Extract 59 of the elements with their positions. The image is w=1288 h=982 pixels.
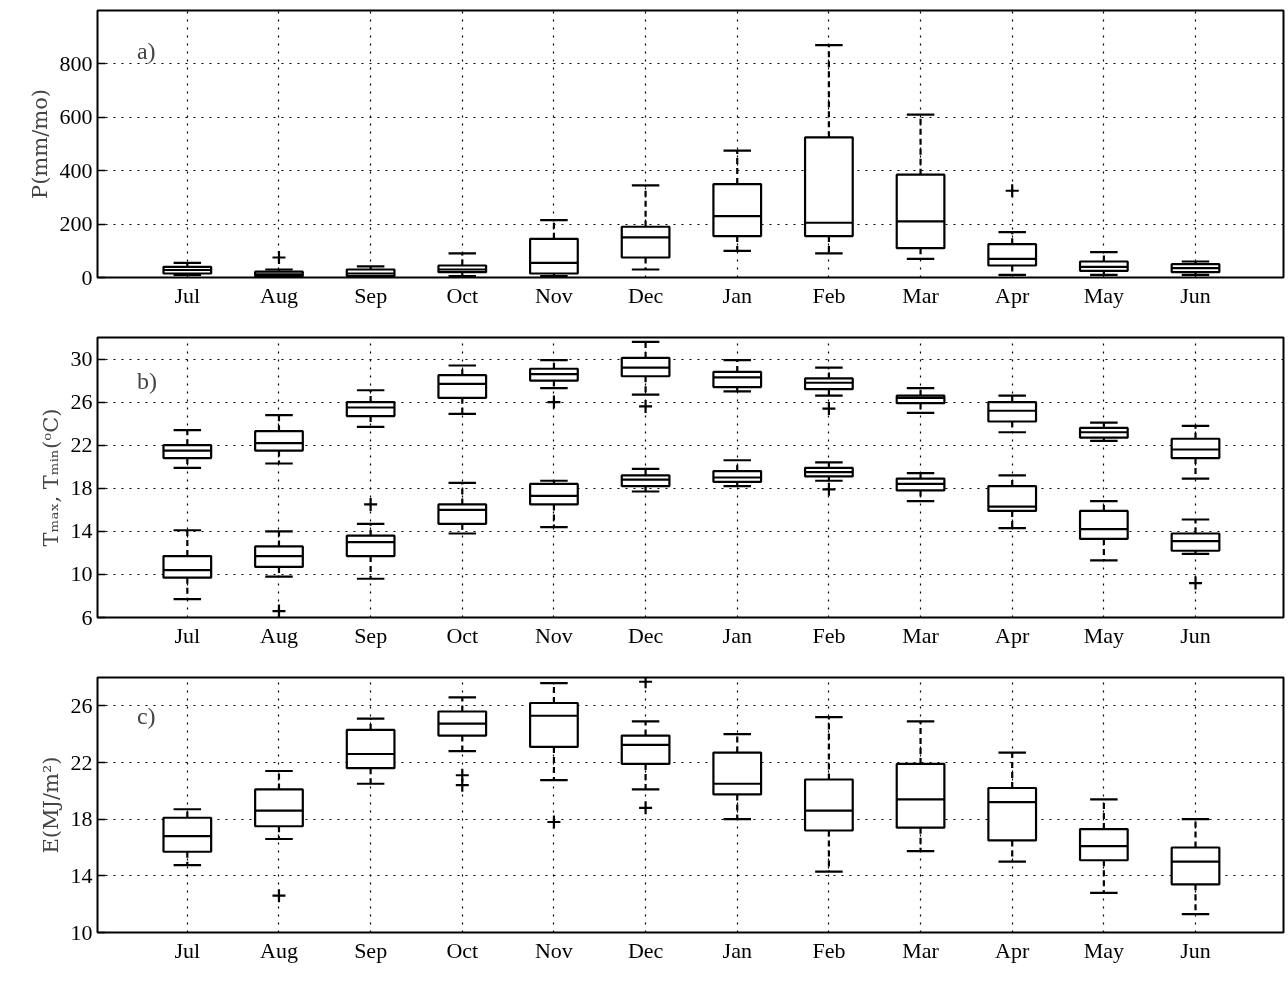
- y-tick-label: 18: [70, 806, 93, 832]
- y-tick-label: 22: [70, 432, 93, 458]
- annotation: c): [136, 702, 156, 729]
- y-tick-label: 30: [70, 346, 93, 372]
- y-tick-label: 14: [70, 518, 93, 544]
- x-tick-label: Dec: [627, 622, 664, 648]
- x-tick-label: Dec: [627, 282, 664, 308]
- x-tick-label: Sep: [354, 282, 388, 308]
- x-tick-label: Jun: [1180, 622, 1211, 648]
- x-tick-label: Oct: [446, 937, 479, 963]
- y-axis-title: E(MJ/m²): [38, 756, 63, 854]
- x-tick-label: Dec: [627, 937, 664, 963]
- x-tick-label: Jul: [174, 282, 201, 308]
- x-tick-label: Nov: [534, 282, 573, 308]
- y-tick-label: 26: [70, 389, 93, 415]
- y-tick-label: 18: [70, 475, 93, 501]
- y-tick-label: 400: [59, 157, 93, 183]
- x-tick-label: Aug: [260, 622, 298, 648]
- x-tick-label: May: [1083, 622, 1125, 648]
- y-tick-label: 6: [81, 604, 93, 630]
- x-tick-label: Apr: [995, 937, 1030, 963]
- x-tick-label: Feb: [812, 622, 846, 648]
- y-tick-label: 26: [70, 692, 93, 718]
- y-tick-label: 0: [81, 264, 93, 290]
- x-tick-label: Jan: [722, 282, 752, 308]
- y-tick-label: 22: [70, 749, 93, 775]
- y-tick-label: 600: [59, 104, 93, 130]
- y-axis-title: Tₘₐₓ, Tₘᵢₙ(ᵒC): [38, 408, 63, 547]
- x-tick-label: Oct: [446, 622, 479, 648]
- x-tick-label: Jan: [722, 937, 752, 963]
- x-tick-label: May: [1083, 937, 1125, 963]
- x-tick-label: Sep: [354, 937, 388, 963]
- x-tick-label: Aug: [260, 937, 298, 963]
- x-tick-label: Jan: [722, 622, 752, 648]
- x-tick-label: Mar: [902, 282, 940, 308]
- x-tick-label: Nov: [534, 622, 573, 648]
- annotation: a): [136, 37, 156, 64]
- x-tick-label: May: [1083, 282, 1125, 308]
- x-tick-label: Jun: [1180, 937, 1211, 963]
- x-tick-label: Oct: [446, 282, 479, 308]
- x-tick-label: Apr: [995, 622, 1030, 648]
- annotation: b): [136, 367, 157, 394]
- x-tick-label: Jul: [174, 622, 201, 648]
- x-tick-label: Apr: [995, 282, 1030, 308]
- y-tick-label: 14: [70, 862, 93, 888]
- x-tick-label: Mar: [902, 622, 940, 648]
- x-tick-label: Sep: [354, 622, 388, 648]
- x-tick-label: Nov: [534, 937, 573, 963]
- x-tick-label: Mar: [902, 937, 940, 963]
- x-tick-label: Feb: [812, 937, 846, 963]
- y-axis-title: P(mm/mo): [27, 89, 52, 199]
- y-tick-label: 10: [70, 561, 93, 587]
- y-tick-label: 10: [70, 919, 93, 945]
- x-tick-label: Aug: [260, 282, 298, 308]
- y-tick-label: 800: [59, 50, 93, 76]
- x-tick-label: Feb: [812, 282, 846, 308]
- x-tick-label: Jun: [1180, 282, 1211, 308]
- x-tick-label: Jul: [174, 937, 201, 963]
- y-tick-label: 200: [59, 211, 93, 237]
